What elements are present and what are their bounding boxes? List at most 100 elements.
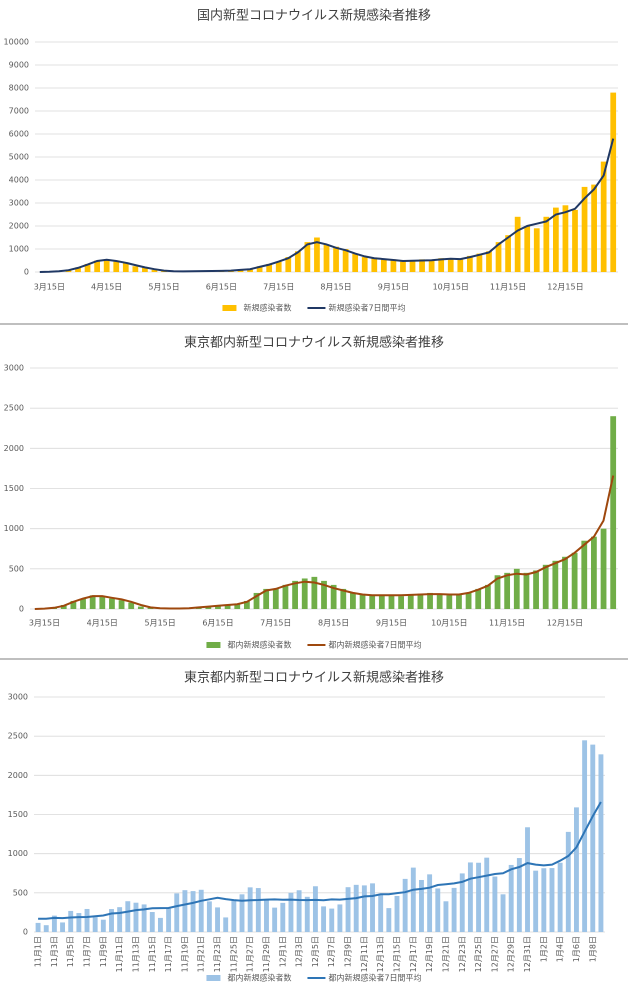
bar — [484, 857, 490, 932]
bar — [456, 594, 462, 609]
x-tick-label: 12月7日 — [327, 936, 336, 967]
bar — [330, 584, 337, 609]
y-tick-label: 3000 — [8, 693, 28, 702]
bar — [174, 893, 180, 932]
bar — [109, 598, 115, 609]
x-tick-label: 11月13日 — [131, 936, 140, 972]
bar — [574, 807, 579, 932]
bar — [292, 580, 298, 609]
x-tick-label: 11月15日 — [148, 936, 157, 972]
y-tick-label: 5000 — [9, 153, 29, 162]
bar — [562, 205, 569, 272]
x-tick-label: 11月15日 — [490, 283, 526, 292]
bar — [215, 605, 221, 609]
bar — [304, 242, 311, 272]
bar — [76, 913, 82, 932]
bar — [438, 258, 445, 272]
bar — [505, 235, 511, 272]
bar — [600, 161, 607, 272]
bar — [467, 862, 473, 932]
bar — [84, 908, 90, 932]
bar — [428, 260, 435, 272]
bar — [205, 606, 212, 609]
x-tick-label: 11月19日 — [180, 936, 189, 972]
x-tick-label: 10月15日 — [431, 619, 467, 628]
bar — [591, 184, 597, 272]
x-tick-label: 4月15日 — [87, 619, 118, 628]
y-tick-label: 0 — [23, 928, 28, 937]
bar — [582, 740, 588, 932]
bar — [610, 416, 617, 609]
x-tick-label: 12月3日 — [295, 936, 304, 967]
bar — [600, 528, 607, 609]
bar — [312, 886, 318, 932]
bar — [523, 572, 530, 609]
bar — [94, 260, 100, 272]
bar — [92, 917, 98, 932]
chart-title: 東京都内新型コロナウイルス新規感染者推移 — [184, 670, 444, 686]
bar — [314, 237, 320, 272]
bar — [581, 540, 588, 609]
bar — [264, 899, 269, 932]
bar — [329, 908, 335, 932]
legend-swatch — [206, 642, 221, 648]
bar — [149, 912, 155, 932]
bar — [543, 216, 550, 272]
y-tick-label: 0 — [19, 605, 24, 614]
x-tick-label: 1月2日 — [539, 936, 548, 962]
bar — [224, 604, 231, 609]
bar — [359, 594, 366, 609]
bar — [234, 604, 241, 609]
bar — [398, 596, 405, 609]
x-tick-label: 12月25日 — [474, 936, 483, 972]
y-tick-label: 1000 — [9, 245, 29, 254]
bar — [500, 894, 506, 932]
x-tick-label: 11月21日 — [197, 936, 206, 972]
chart-title: 東京都内新型コロナウイルス新規感染者推移 — [184, 335, 444, 351]
bar — [231, 900, 237, 932]
y-tick-label: 9000 — [9, 61, 29, 70]
x-tick-label: 12月27日 — [490, 936, 499, 972]
x-tick-label: 11月27日 — [246, 936, 255, 972]
y-tick-label: 1000 — [8, 849, 28, 858]
bar — [419, 879, 424, 932]
bar — [75, 267, 81, 272]
bar — [206, 901, 212, 932]
x-tick-label: 12月19日 — [425, 936, 434, 972]
x-tick-label: 8月15日 — [320, 283, 351, 292]
x-tick-label: 9月15日 — [378, 283, 409, 292]
y-tick-label: 500 — [13, 888, 28, 897]
y-tick-label: 1000 — [4, 524, 24, 533]
x-tick-label: 1月6日 — [572, 936, 581, 962]
legend-label: 都内新規感染者7日間平均 — [328, 973, 421, 983]
bar — [255, 888, 261, 932]
x-tick-label: 11月5日 — [66, 936, 75, 967]
bar — [70, 600, 77, 609]
bar — [514, 216, 521, 272]
bar — [371, 258, 378, 272]
bar — [137, 606, 144, 609]
x-tick-label: 11月1日 — [34, 936, 43, 967]
bar — [466, 255, 473, 272]
x-tick-label: 12月15日 — [547, 619, 583, 628]
bar — [321, 906, 327, 932]
x-tick-label: 11月17日 — [164, 936, 173, 972]
y-tick-label: 6000 — [9, 130, 29, 139]
bar — [296, 890, 302, 932]
chart: 東京都内新型コロナウイルス新規感染者推移 0 500 1000 1500 2000 2500… — [8, 670, 605, 983]
bar — [513, 568, 520, 609]
bar — [51, 915, 57, 932]
bar — [390, 259, 397, 272]
legend-label: 都内新規感染者7日間平均 — [328, 640, 421, 650]
bar — [117, 907, 123, 932]
bar — [109, 909, 114, 932]
bar — [99, 596, 106, 609]
x-tick-label: 12月9日 — [344, 936, 353, 967]
bar — [263, 588, 270, 609]
chart: 東京都内新型コロナウイルス新規感染者推移 0 500 1000 1500 2000 2500… — [4, 335, 618, 650]
bar — [247, 887, 253, 932]
x-tick-label: 12月13日 — [376, 936, 385, 972]
x-tick-label: 12月5日 — [311, 936, 320, 967]
bar — [321, 580, 327, 609]
y-tick-label: 10000 — [4, 38, 29, 47]
